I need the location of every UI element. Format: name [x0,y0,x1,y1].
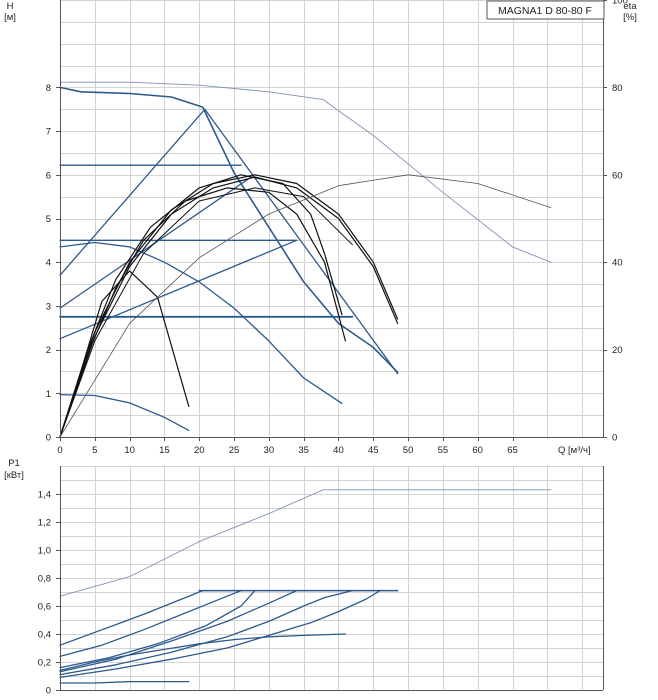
top-series-line-11 [59,270,190,438]
top-series-line-14 [59,174,399,438]
power-tick-label: 0,6 [38,602,51,613]
flow-tick-label: 35 [298,445,309,456]
power-tick-label: 0 [46,686,51,697]
pump-model-badge-box [486,0,605,20]
bottom-series-line-7 [59,589,381,679]
bottom-panel-series [59,489,552,684]
flow-tick-label: 5 [92,445,97,456]
top-series-line-10 [59,393,190,432]
efficiency-tick-label: 0 [612,433,617,444]
bottom-panel-tick-labels: 0 0,2 0,4 0,6 0,8 1,0 1,2 1,4 [38,490,51,697]
flow-tick-label: 0 [57,445,62,456]
efficiency-axis-label: eta [623,1,637,12]
efficiency-tick-label: 20 [612,345,623,356]
flow-tick-label: 30 [264,445,275,456]
efficiency-tick-label: 60 [612,170,623,181]
flow-tick-label: 50 [403,445,414,456]
flow-tick-label: 55 [438,445,449,456]
bottom-panel-grid [60,466,603,691]
power-tick-label: 0,8 [38,574,51,585]
head-tick-label: 1 [46,389,51,400]
flow-tick-label: 15 [159,445,170,456]
flow-tick-label: 65 [507,445,518,456]
power-tick-label: 0,2 [38,658,51,669]
bottom-series-line-0 [59,489,552,597]
head-tick-label: 8 [46,83,51,94]
top-series-line-13 [59,174,343,438]
pump-model-badge: MAGNA1 D 80-80 F [498,5,592,17]
top-series-line-15 [59,176,399,438]
head-tick-label: 5 [46,214,51,225]
flow-tick-label: 60 [472,445,483,456]
bottom-series-line-3 [59,589,242,658]
head-tick-label: 2 [46,345,51,356]
top-series-line-9 [59,241,343,405]
bottom-series-line-5 [59,589,298,673]
bottom-series-line-4 [59,589,256,669]
head-axis-unit: [м] [4,12,16,23]
top-panel-grid [60,0,603,438]
head-axis-label: H [7,1,14,12]
bottom-series-line-8 [59,633,347,672]
flow-tick-label: 45 [368,445,379,456]
flow-tick-label: 10 [124,445,135,456]
top-series-line-0 [59,81,552,263]
head-tick-label: 4 [46,258,51,269]
head-tick-label: 0 [46,433,51,444]
efficiency-tick-label: 80 [612,83,623,94]
bottom-panel-axes [56,466,604,691]
bottom-series-line-9 [59,680,190,684]
power-panel: 0 0,2 0,4 0,6 0,8 1,0 1,2 1,4 P1 [кВт] [4,458,604,697]
head-tick-label: 6 [46,170,51,181]
power-tick-label: 1,4 [38,490,51,501]
flow-axis-label: Q [м³/ч] [558,445,591,456]
power-tick-label: 1,0 [38,546,51,557]
top-panel-axes [56,0,607,441]
head-tick-label: 7 [46,127,51,138]
top-panel-series [59,81,552,438]
flow-tick-label: 20 [194,445,205,456]
flow-tick-label: 25 [229,445,240,456]
efficiency-tick-label: 40 [612,258,623,269]
top-series-line-3 [59,108,206,276]
power-tick-label: 0,4 [38,630,51,641]
power-axis-unit: [кВт] [4,470,24,481]
top-series-line-17 [59,174,552,438]
power-axis-label: P1 [8,458,20,469]
flow-tick-label: 40 [333,445,344,456]
bottom-series-line-2 [59,589,204,646]
power-tick-label: 1,2 [38,518,51,529]
efficiency-axis-unit: [%] [623,12,637,23]
bottom-series-line-6 [59,589,354,676]
efficiency-tick-label: 100 [612,0,628,7]
top-series-line-2 [204,108,399,375]
head-tick-label: 3 [46,301,51,312]
top-series-line-16 [59,187,353,438]
top-series-line-1 [59,86,399,374]
